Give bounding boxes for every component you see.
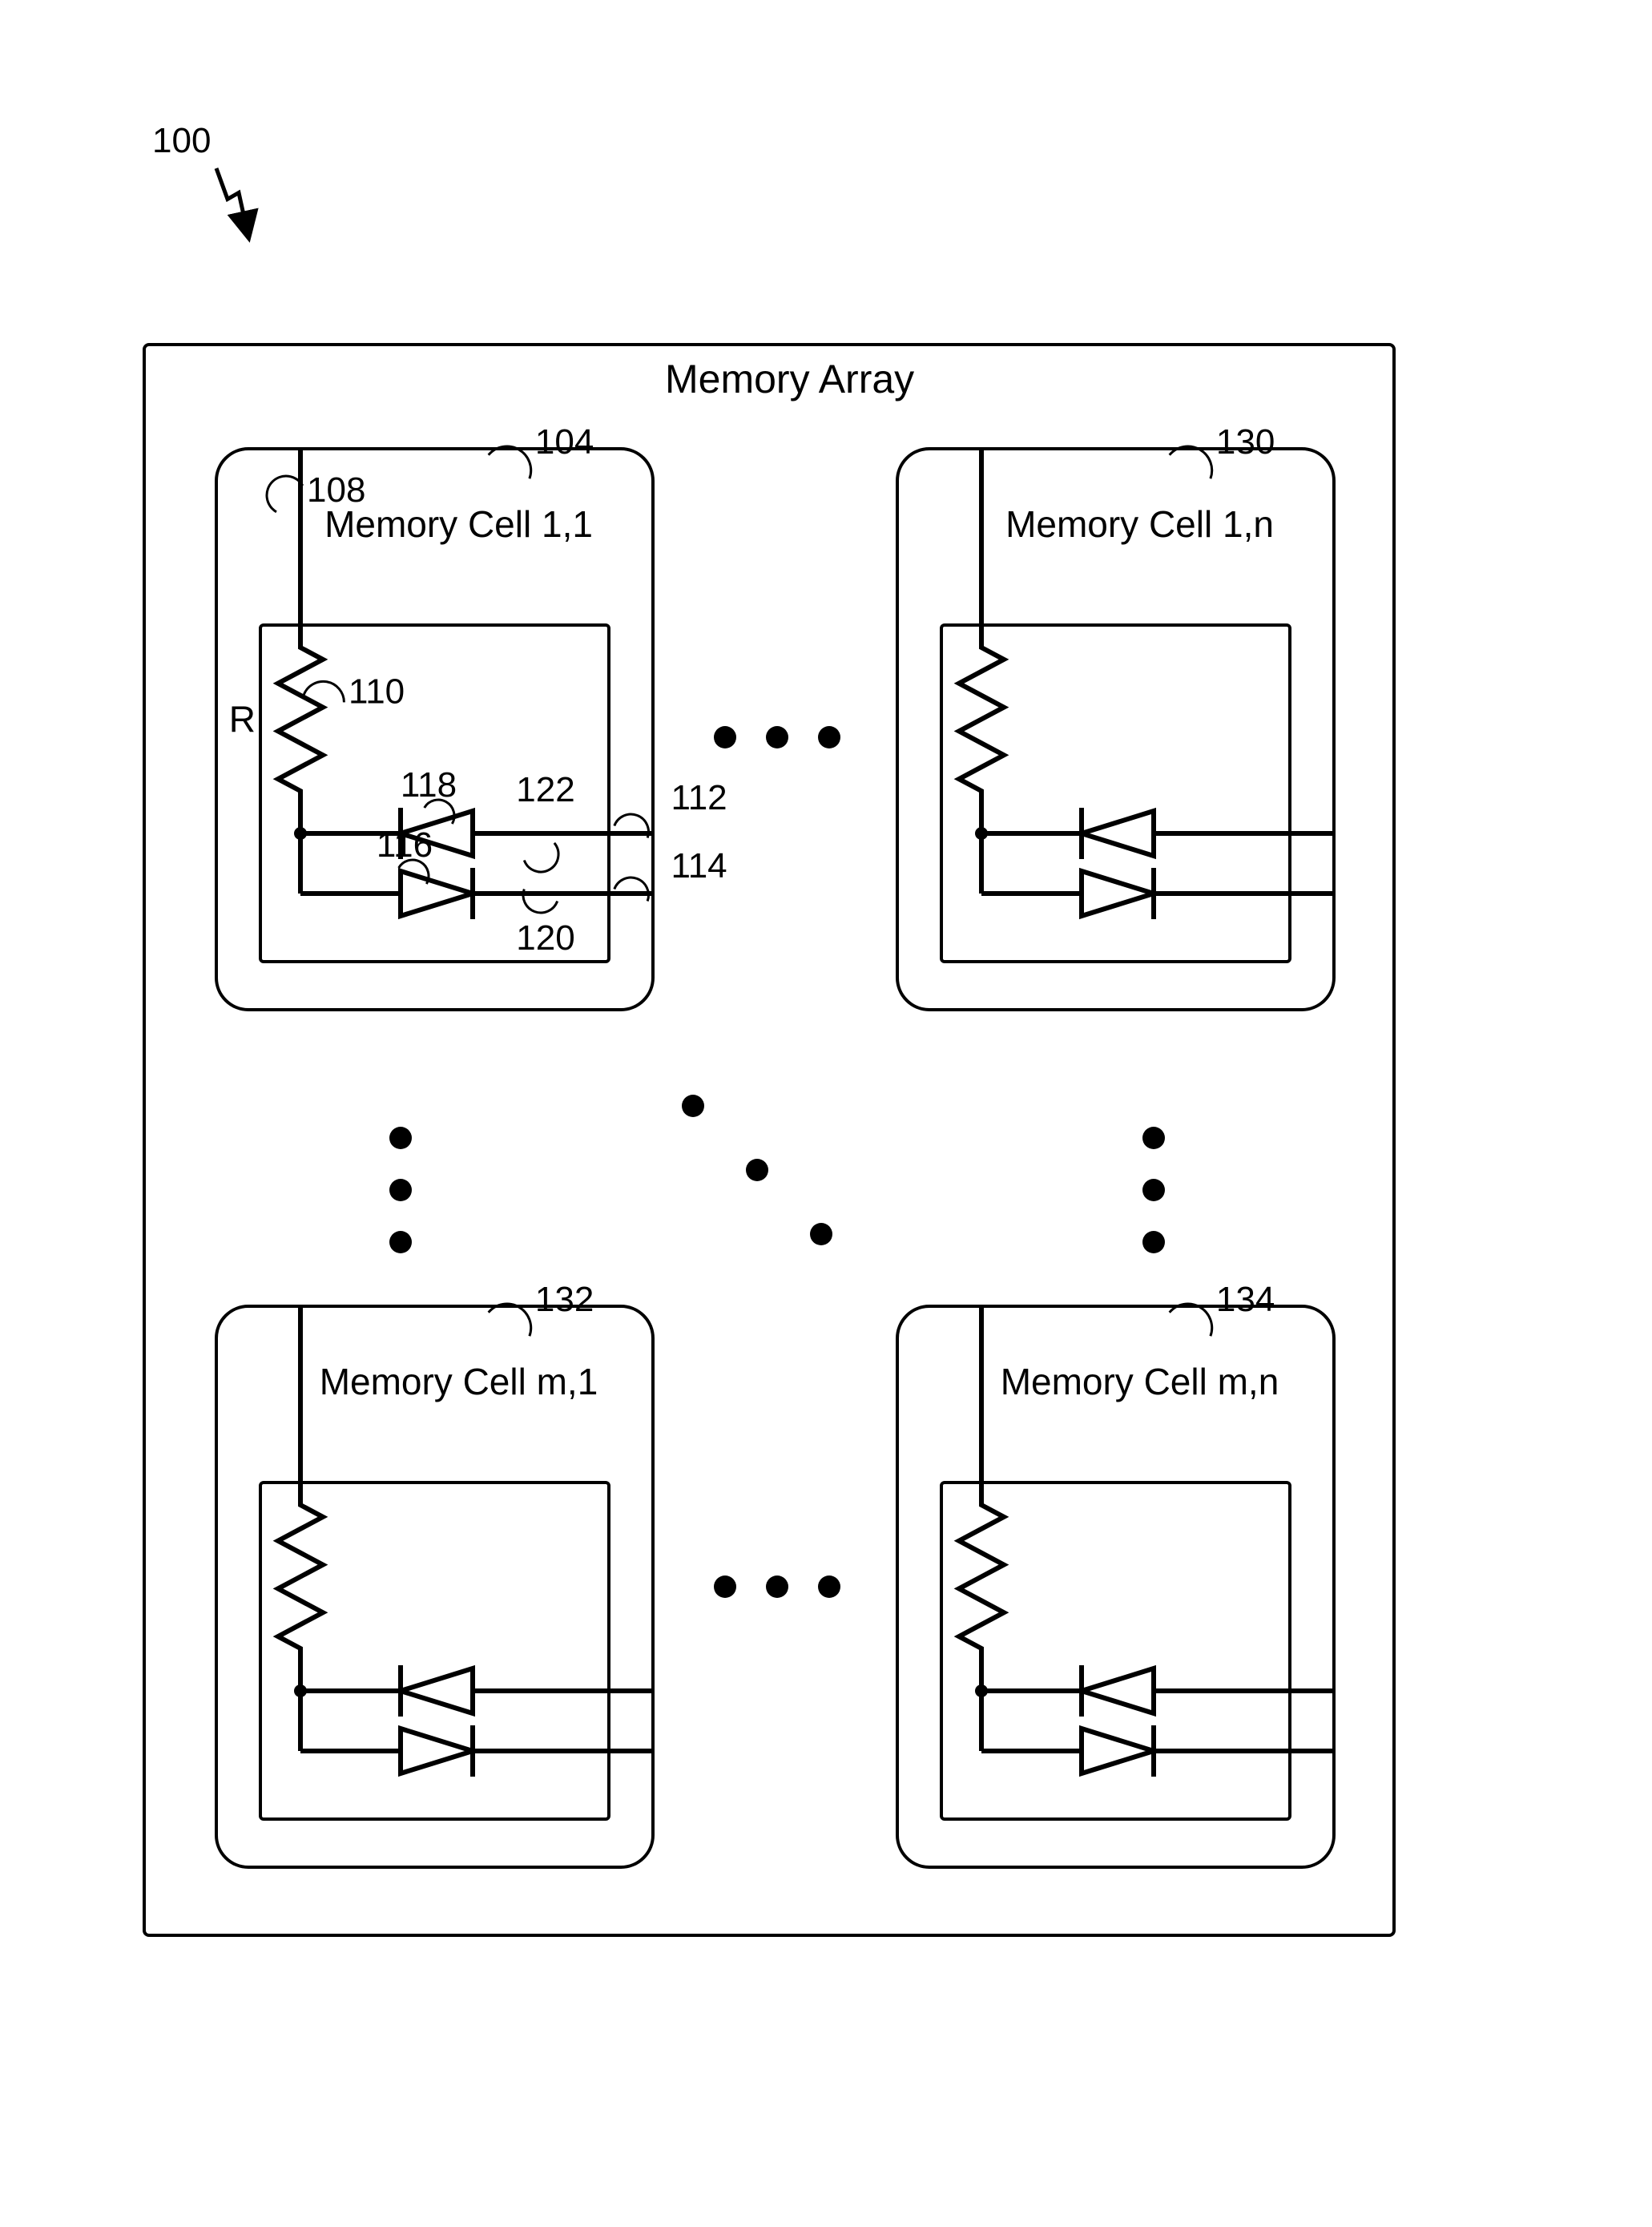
figure-ref: 100	[152, 121, 211, 160]
resistor-label: R	[229, 699, 256, 740]
ref-num: 130	[1216, 422, 1275, 462]
ref-num: 120	[516, 918, 574, 958]
ref-num: 116	[377, 825, 433, 865]
diagram-canvas: 100Memory ArrayMemory Cell 1,1104108R110…	[0, 0, 1652, 2227]
array-title: Memory Array	[665, 357, 914, 401]
ref-num: 108	[307, 470, 365, 510]
ref-num: 134	[1216, 1280, 1275, 1319]
cell-label: Memory Cell m,1	[320, 1361, 598, 1402]
ref-num: 112	[671, 778, 727, 817]
ref-num: 114	[671, 846, 727, 886]
ref-num: 104	[535, 422, 594, 462]
ref-num: 122	[516, 770, 574, 809]
cell-label: Memory Cell 1,n	[1005, 503, 1274, 545]
ref-num: 132	[535, 1280, 594, 1319]
ref-num: 118	[401, 765, 457, 805]
cell-label: Memory Cell m,n	[1001, 1361, 1279, 1402]
ref-num: 110	[349, 672, 405, 712]
bg	[0, 0, 1652, 2227]
